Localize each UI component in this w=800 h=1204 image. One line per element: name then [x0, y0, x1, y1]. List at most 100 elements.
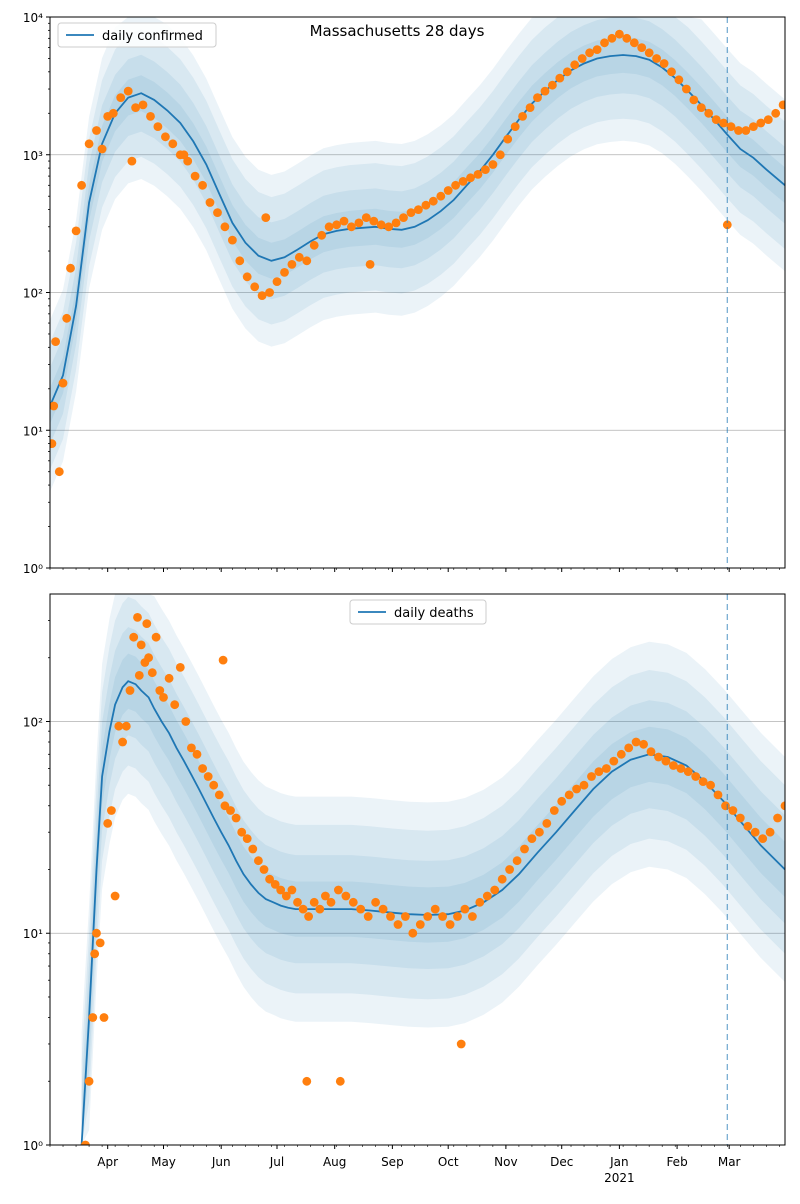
observed-point [114, 721, 124, 731]
observed-point [773, 813, 782, 823]
observed-point [763, 115, 773, 124]
observed-point [146, 112, 155, 121]
observed-point [562, 67, 572, 77]
observed-point [205, 198, 215, 207]
observed-point [456, 1039, 466, 1049]
xtick-label: Jun [211, 1155, 231, 1169]
observed-point [436, 191, 446, 201]
observed-point [228, 235, 237, 245]
observed-point [600, 38, 609, 48]
observed-point [490, 885, 500, 895]
plot-area [80, 594, 785, 1145]
observed-point [542, 819, 552, 828]
observed-point [58, 378, 68, 388]
observed-point [131, 103, 141, 112]
chart-title: Massachusetts 28 days [310, 22, 485, 40]
observed-point [393, 920, 403, 929]
observed-point [214, 790, 224, 800]
observed-point [151, 632, 161, 642]
observed-point [354, 218, 364, 228]
observed-point [231, 813, 241, 823]
observed-point [734, 126, 743, 135]
observed-point [324, 222, 334, 232]
observed-point [378, 904, 388, 914]
uncertainty-band [81, 594, 785, 1145]
observed-point [317, 230, 327, 240]
observed-point [572, 784, 581, 794]
observed-point [438, 912, 447, 921]
observed-point [144, 653, 154, 663]
observed-point [726, 122, 736, 131]
observed-point [138, 100, 148, 110]
observed-point [415, 920, 425, 929]
observed-point [577, 54, 587, 63]
observed-point [187, 743, 196, 753]
observed-point [540, 86, 550, 96]
observed-point [497, 874, 507, 884]
observed-point [428, 196, 438, 206]
observed-point [728, 806, 738, 815]
observed-point [103, 819, 113, 828]
observed-point [683, 767, 693, 776]
observed-point [741, 126, 751, 135]
observed-point [294, 252, 304, 262]
observed-point [652, 54, 661, 63]
observed-point [116, 93, 126, 102]
observed-point [631, 737, 641, 747]
legend-box [349, 599, 487, 625]
observed-point [95, 938, 105, 948]
observed-point [443, 186, 453, 195]
observed-point [482, 891, 492, 901]
observed-point [242, 834, 252, 843]
observed-point [170, 700, 180, 710]
observed-point [722, 220, 732, 230]
panel-deaths: 10⁰ 10¹ 10² Apr May Jun Jul Aug Sep Oct Nov Dec Jan F… [23, 593, 786, 1185]
observed-point [272, 277, 282, 286]
observed-point [564, 790, 574, 800]
xtick-label: Feb [666, 1155, 687, 1169]
observed-point [339, 216, 349, 226]
plot-area [50, 17, 785, 492]
observed-point [749, 122, 758, 131]
observed-point [594, 767, 604, 776]
observed-point [682, 84, 691, 94]
observed-point [743, 821, 753, 831]
observed-point [302, 256, 312, 266]
xtick-label: Sep [381, 1155, 404, 1169]
observed-point [92, 928, 101, 938]
observed-point [654, 752, 663, 762]
observed-point [622, 33, 632, 43]
observed-point [237, 827, 247, 837]
observed-point [213, 208, 222, 218]
observed-point [691, 772, 701, 781]
observed-point [302, 1076, 312, 1086]
observed-point [475, 897, 485, 907]
observed-point [525, 103, 535, 112]
ytick-label: 10¹ [23, 424, 43, 438]
observed-point [218, 655, 228, 665]
observed-point [637, 43, 647, 52]
observed-point [365, 260, 375, 269]
observed-point [555, 73, 565, 83]
observed-point [265, 288, 274, 297]
observed-point [451, 180, 460, 190]
uncertainty-band [50, 17, 785, 470]
observed-point [659, 59, 669, 68]
uncertainty-band [50, 17, 785, 445]
observed-point [261, 213, 271, 223]
observed-point [510, 122, 520, 131]
uncertainty-band [81, 627, 785, 1145]
observed-point [287, 260, 297, 269]
observed-point [198, 764, 208, 773]
observed-point [689, 95, 699, 105]
observed-point [384, 222, 394, 232]
observed-point [674, 75, 684, 85]
observed-point [646, 747, 656, 757]
observed-point [711, 115, 721, 124]
observed-point [142, 619, 152, 628]
observed-point [347, 222, 356, 232]
observed-point [110, 891, 120, 901]
observed-point [644, 48, 654, 58]
observed-point [248, 844, 258, 854]
